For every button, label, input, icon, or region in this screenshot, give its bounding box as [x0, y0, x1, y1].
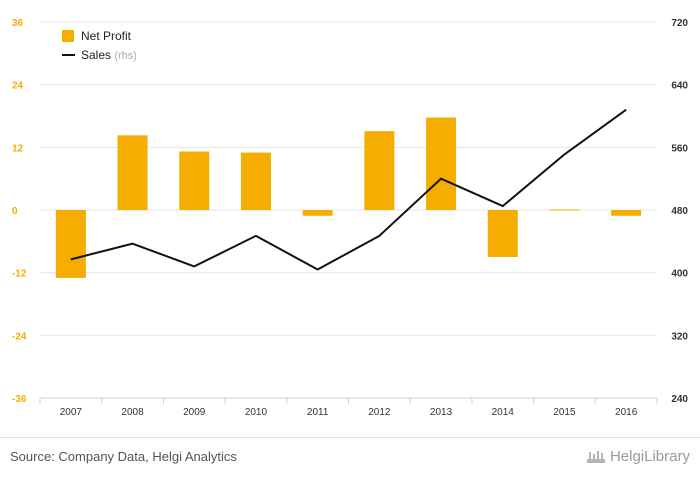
x-tick-label: 2007 [60, 407, 83, 418]
left-tick-label: 36 [12, 18, 24, 29]
combo-chart: 36 24 12 0 -12 -24 -36 720 640 560 480 400 320 240 200… [12, 18, 688, 418]
net-profit-bar [55, 210, 86, 278]
x-tick-label: 2015 [553, 407, 576, 418]
right-tick-label: 560 [671, 143, 688, 154]
right-tick-label: 320 [671, 331, 688, 342]
left-tick-label: -24 [12, 331, 27, 342]
x-tick-label: 2013 [430, 407, 453, 418]
library-icon [586, 450, 605, 463]
net-profit-bar [302, 210, 333, 216]
net-profit-bar [117, 135, 148, 210]
left-tick-label: -12 [12, 269, 27, 280]
net-profit-bar [179, 151, 210, 210]
x-tick-label: 2009 [183, 407, 206, 418]
legend: Net Profit Sales (rhs) [62, 29, 137, 62]
brand-name: HelgiLibrary [609, 448, 690, 465]
right-tick-label: 640 [671, 81, 688, 92]
net-profit-bar [364, 131, 395, 210]
legend-label-sales: Sales (rhs) [81, 48, 137, 62]
x-tick-label: 2012 [368, 407, 391, 418]
right-tick-label: 240 [671, 394, 688, 405]
net-profit-bar [240, 152, 271, 210]
x-tick-label: 2014 [492, 407, 515, 418]
legend-label-sales-suffix: (rhs) [114, 50, 137, 62]
footer-divider [0, 437, 700, 438]
net-profit-bar [611, 210, 642, 216]
left-tick-label: 0 [12, 206, 18, 217]
left-tick-label: -36 [12, 394, 27, 405]
x-tick-label: 2011 [307, 407, 329, 418]
brand-logo[interactable]: HelgiLibrary [586, 448, 690, 465]
right-tick-label: 720 [671, 18, 688, 29]
left-tick-label: 24 [12, 81, 24, 92]
left-tick-label: 12 [12, 143, 24, 154]
legend-swatch-net-profit [62, 30, 74, 42]
net-profit-bar [549, 209, 580, 211]
legend-label-net-profit: Net Profit [81, 29, 132, 43]
sales-line [70, 108, 627, 271]
right-tick-label: 480 [671, 206, 688, 217]
net-profit-bar [426, 117, 457, 210]
axes: 36 24 12 0 -12 -24 -36 720 640 560 480 400 320 240 200… [12, 18, 688, 418]
source-note: Source: Company Data, Helgi Analytics [10, 449, 237, 464]
x-tick-label: 2010 [245, 407, 268, 418]
x-tick-label: 2008 [121, 407, 144, 418]
sales-line-layer [70, 108, 627, 271]
x-tick-label: 2016 [615, 407, 638, 418]
net-profit-bar [487, 210, 518, 257]
right-tick-label: 400 [671, 269, 688, 280]
bars [55, 117, 642, 278]
